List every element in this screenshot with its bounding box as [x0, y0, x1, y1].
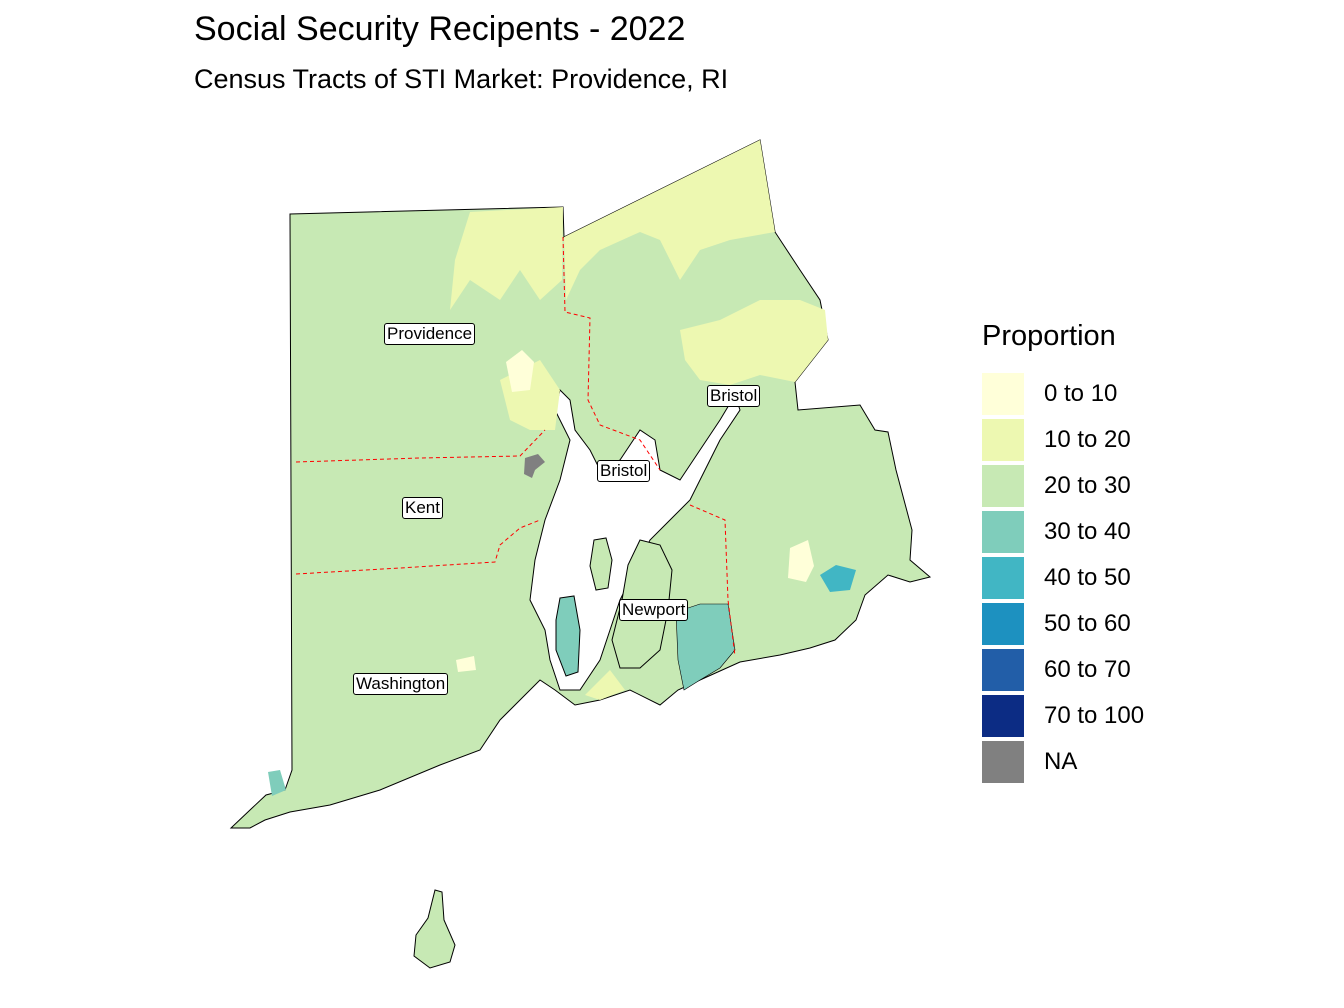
tract-class-30-40: [675, 603, 736, 691]
map-subtitle: Census Tracts of STI Market: Providence,…: [194, 64, 729, 94]
county-boundaries: [295, 236, 736, 657]
legend-label: 60 to 70: [1044, 656, 1131, 683]
county-label-bristol-ma: Bristol: [707, 385, 761, 407]
tract-class-na: [524, 454, 545, 478]
legend-swatch: [982, 373, 1024, 415]
legend-label: 50 to 60: [1044, 610, 1131, 637]
legend-title: Proportion: [982, 320, 1116, 352]
legend-label: 10 to 20: [1044, 426, 1131, 453]
county-label-bristol-ri: Bristol: [597, 460, 651, 482]
legend-swatch: [982, 465, 1024, 507]
legend-swatch: [982, 649, 1024, 691]
tract-class-0-10: [456, 656, 476, 672]
legend-label: 40 to 50: [1044, 564, 1131, 591]
tract-class-10-20: [450, 207, 563, 310]
county-label-washington: Washington: [353, 673, 449, 695]
legend-item: 40 to 50: [982, 555, 1144, 601]
legend-swatch: [982, 557, 1024, 599]
tract-class-10-20: [585, 670, 625, 700]
tract-class-0-10: [506, 350, 534, 392]
conanicut-island: [555, 595, 581, 677]
legend-label: 30 to 40: [1044, 518, 1131, 545]
legend-label: NA: [1044, 748, 1078, 775]
legend-label: 70 to 100: [1044, 702, 1145, 729]
legend-label: 20 to 30: [1044, 472, 1131, 499]
legend-label: 0 to 10: [1044, 380, 1118, 407]
legend-swatch: [982, 695, 1024, 737]
legend-item: 50 to 60: [982, 601, 1144, 647]
legend-item: 70 to 100: [982, 693, 1144, 739]
map-title: Social Security Recipents - 2022: [194, 10, 686, 48]
legend-item: 60 to 70: [982, 647, 1144, 693]
legend-swatch: [982, 603, 1024, 645]
legend-item: 0 to 10: [982, 371, 1144, 417]
county-label-kent: Kent: [402, 497, 443, 519]
tract-class-0-10: [788, 540, 814, 582]
tract-class-10-20: [680, 300, 828, 385]
legend-swatch: [982, 419, 1024, 461]
legend-item: 10 to 20: [982, 417, 1144, 463]
county-label-providence: Providence: [384, 323, 476, 345]
tract-class-10-20: [564, 140, 775, 300]
legend-swatch: [982, 741, 1024, 783]
county-label-newport: Newport: [619, 599, 689, 621]
tract-class-30-40: [268, 770, 286, 796]
prudence-island: [589, 537, 613, 591]
block-island: [413, 889, 456, 969]
tract-class-40-50: [820, 565, 856, 592]
legend-swatch: [982, 511, 1024, 553]
legend-item: 20 to 30: [982, 463, 1144, 509]
legend-item: NA: [982, 739, 1144, 785]
legend: Proportion 0 to 10 10 to 20 20 to 30 30 to …: [982, 320, 1144, 785]
legend-items: 0 to 10 10 to 20 20 to 30 30 to 40 40 to 50 5…: [982, 371, 1144, 785]
legend-item: 30 to 40: [982, 509, 1144, 555]
